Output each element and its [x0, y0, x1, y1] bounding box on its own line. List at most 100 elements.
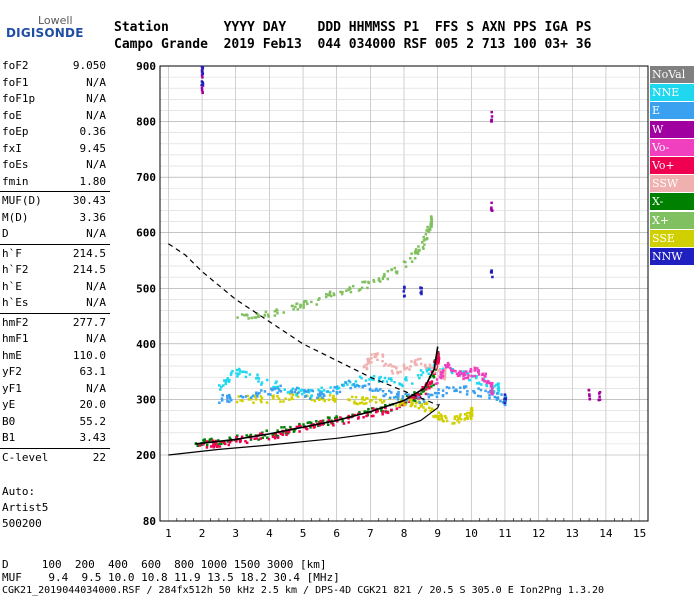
data-point: [368, 378, 371, 381]
param-value: N/A: [86, 332, 106, 345]
data-point: [417, 249, 420, 252]
data-point: [423, 243, 426, 246]
data-point: [200, 69, 204, 72]
x-tick-label: 3: [232, 527, 239, 540]
data-point: [347, 414, 350, 418]
data-point: [235, 372, 238, 375]
data-point: [296, 391, 300, 395]
data-point: [271, 433, 274, 437]
data-point: [305, 300, 308, 303]
data-point: [381, 401, 384, 404]
data-point: [418, 401, 421, 404]
param-row: h`E N/A: [2, 279, 106, 295]
data-point: [283, 388, 286, 391]
data-point: [440, 417, 444, 421]
data-point: [372, 374, 376, 378]
param-value: 214.5: [72, 246, 106, 260]
data-point: [455, 372, 459, 376]
param-value: 0.36: [79, 125, 107, 138]
data-point: [296, 308, 300, 311]
param-label: C-level: [2, 450, 49, 464]
x-tick-label: 15: [633, 527, 646, 540]
data-point: [470, 374, 473, 378]
y-tick-label: 600: [136, 227, 156, 240]
chart-curves: [168, 243, 440, 456]
data-point: [377, 277, 381, 280]
data-point: [196, 444, 199, 448]
data-point: [283, 426, 286, 429]
data-point: [387, 377, 391, 380]
data-point: [497, 383, 500, 386]
data-point: [321, 420, 325, 423]
data-point: [429, 393, 432, 397]
data-point: [255, 392, 258, 396]
data-point: [237, 367, 241, 371]
data-point: [406, 399, 410, 402]
data-point: [365, 397, 368, 400]
data-point: [393, 365, 396, 368]
data-point: [289, 425, 292, 429]
data-point: [476, 394, 480, 398]
data-point: [447, 386, 451, 390]
data-point: [385, 380, 389, 383]
data-point: [300, 388, 304, 392]
data-point: [408, 368, 411, 371]
data-point: [441, 389, 445, 392]
data-point: [236, 434, 239, 438]
data-point: [398, 405, 401, 409]
data-point: [347, 417, 350, 420]
x-tick-label: 11: [498, 527, 511, 540]
data-point: [231, 369, 234, 373]
data-point: [449, 366, 452, 370]
data-point: [469, 367, 473, 371]
data-point: [396, 371, 400, 374]
data-point: [436, 417, 440, 421]
data-point: [377, 377, 381, 381]
data-point: [390, 268, 393, 272]
legend-item: E: [650, 102, 694, 120]
data-point: [366, 412, 369, 415]
data-point: [205, 440, 209, 443]
data-point: [266, 436, 269, 439]
param-row: h`F 214.5: [2, 246, 106, 262]
data-point: [587, 388, 591, 392]
data-point: [382, 400, 386, 403]
data-point: [436, 351, 440, 354]
data-point: [446, 363, 450, 366]
data-point: [462, 377, 465, 381]
data-point: [245, 434, 248, 437]
data-point: [464, 376, 467, 380]
data-point: [293, 429, 296, 432]
data-point: [247, 317, 250, 320]
data-point: [436, 359, 440, 362]
legend-item: W: [650, 120, 694, 138]
data-point: [332, 394, 335, 398]
data-point: [306, 302, 309, 306]
data-point: [367, 360, 371, 363]
data-point: [412, 399, 415, 402]
data-point: [418, 395, 422, 399]
data-point: [490, 382, 493, 385]
legend-item: SSW: [650, 175, 694, 193]
data-point: [436, 415, 439, 418]
x-tick-label: 12: [532, 527, 545, 540]
data-point: [427, 367, 431, 370]
data-point: [200, 84, 203, 87]
param-label: yF2: [2, 365, 22, 378]
data-point: [367, 280, 370, 284]
data-point: [437, 411, 441, 414]
param-row: h`F2 214.5: [2, 262, 106, 278]
param-value: 277.7: [72, 315, 106, 329]
data-point: [220, 442, 223, 445]
data-point: [455, 415, 459, 418]
data-point: [588, 397, 592, 401]
data-point: [267, 392, 270, 396]
data-point: [490, 201, 493, 205]
data-point: [421, 390, 425, 393]
data-point: [399, 402, 402, 406]
param-value: 22: [92, 450, 106, 464]
data-point: [294, 305, 297, 309]
data-point: [335, 420, 339, 423]
x-tick-label: 2: [199, 527, 206, 540]
param-row: MUF(D) 30.43: [2, 193, 106, 209]
